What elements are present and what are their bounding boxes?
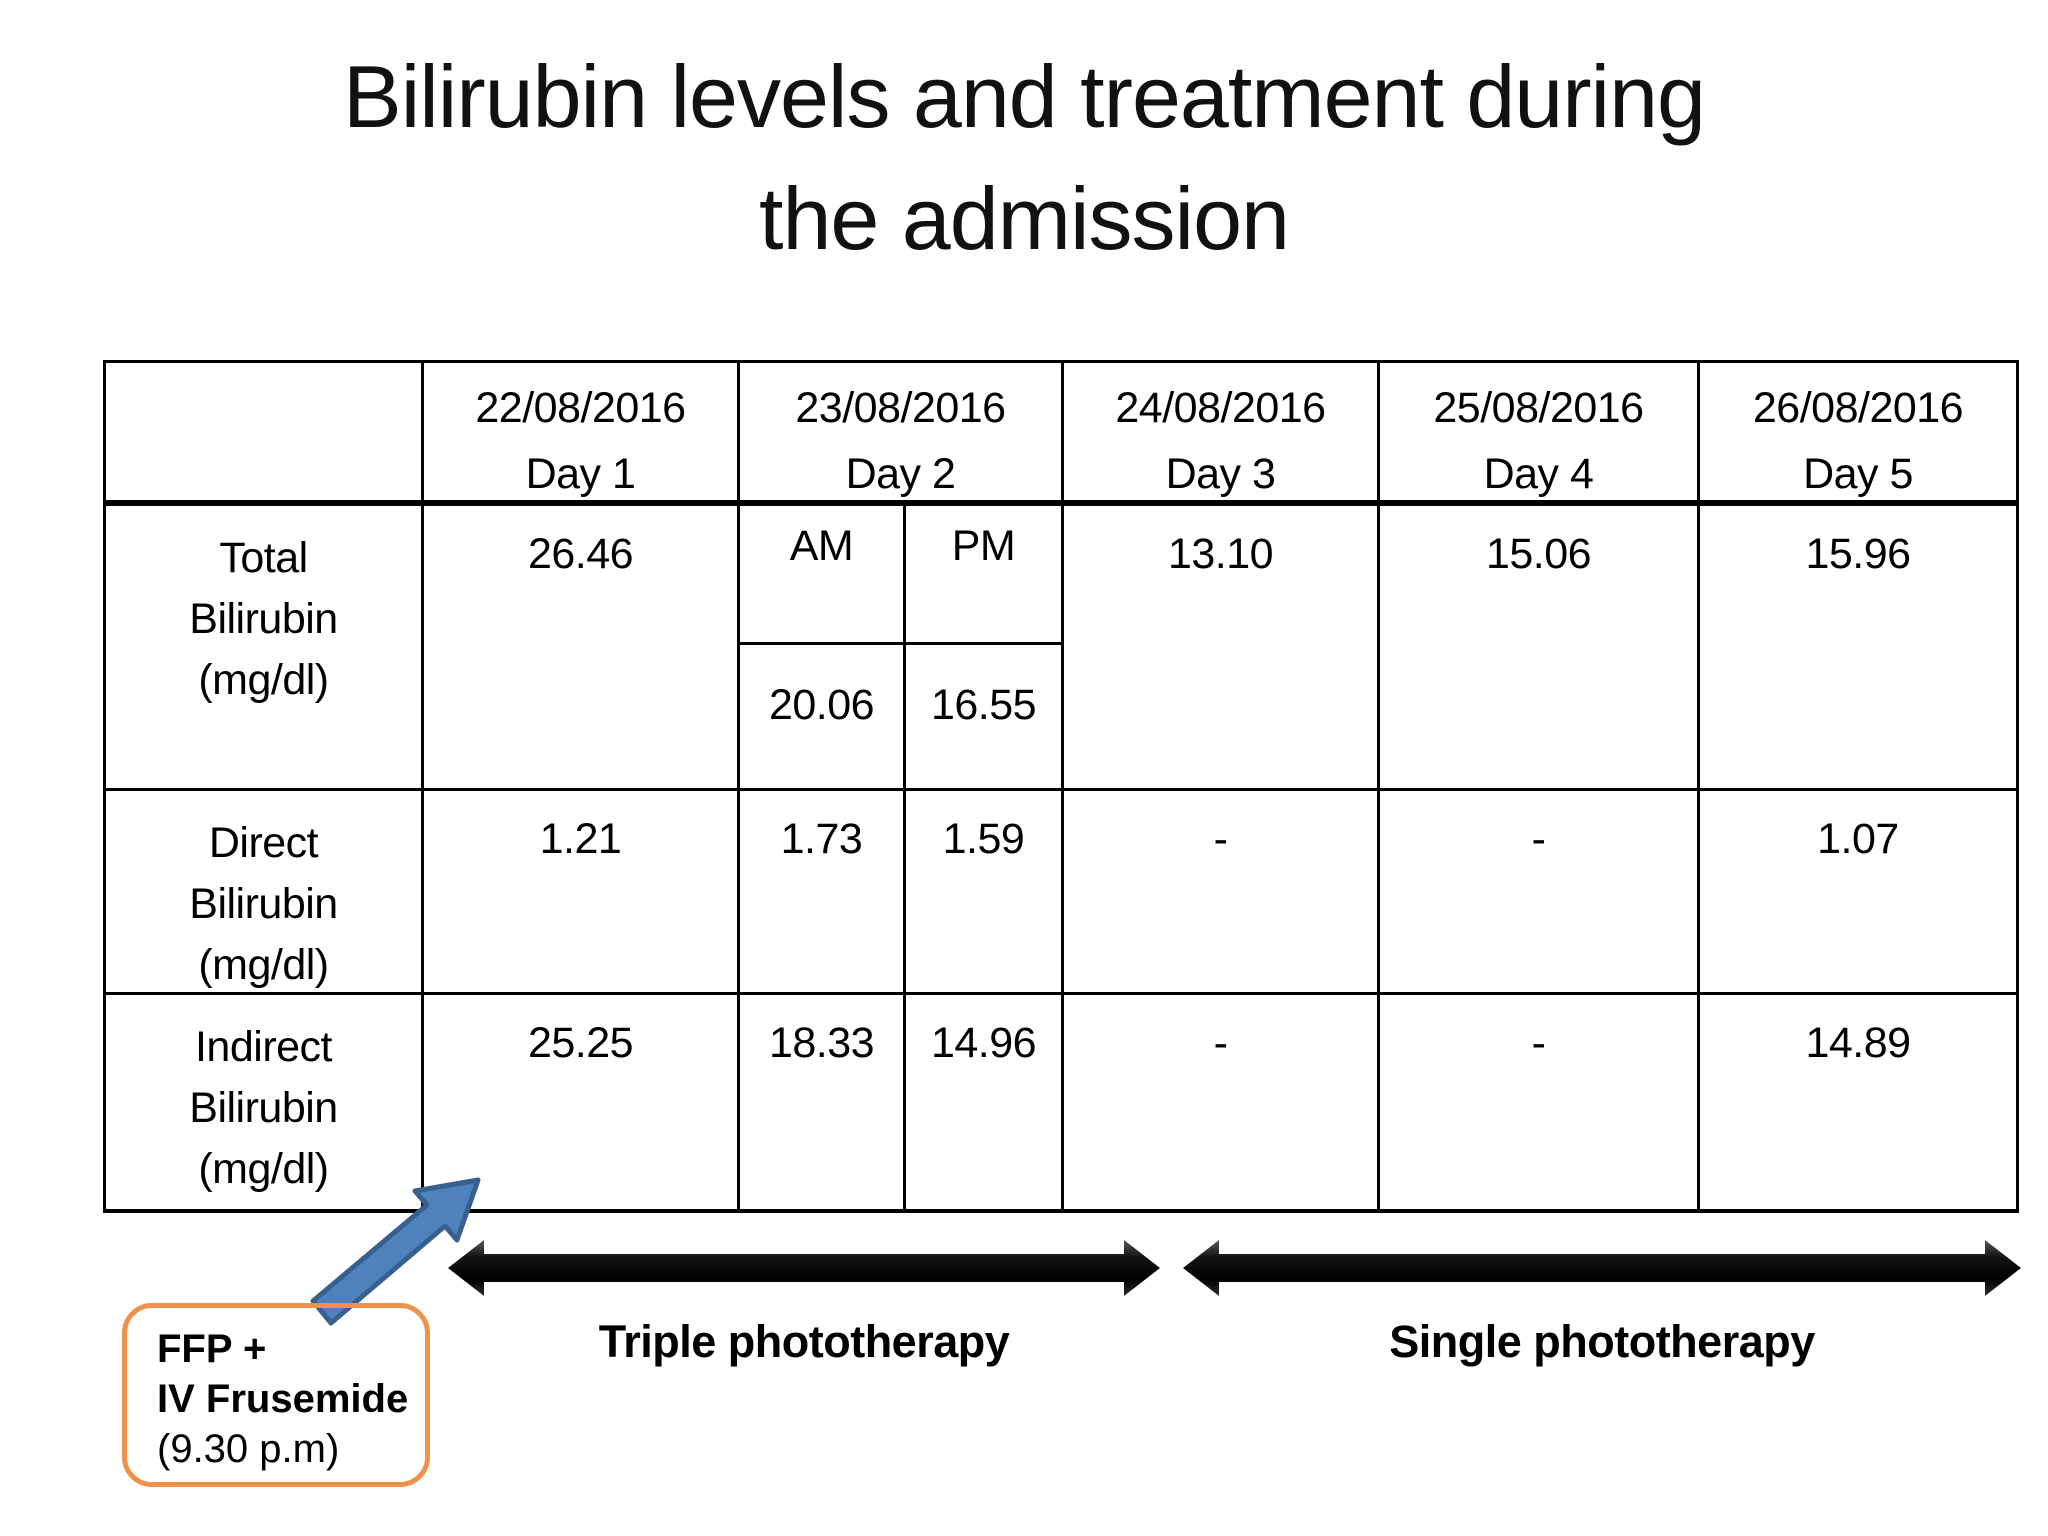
single-phototherapy-arrow bbox=[1183, 1240, 2021, 1296]
callout-line-frusemide: IV Frusemide bbox=[157, 1377, 409, 1421]
row-label-indirect-bilirubin: Indirect Bilirubin (mg/dl) bbox=[106, 995, 424, 1209]
cell-indirect-day1: 25.25 bbox=[424, 995, 740, 1209]
triple-phototherapy-arrow bbox=[448, 1240, 1160, 1296]
cell-total-day5: 15.96 bbox=[1700, 506, 2016, 791]
cell-total-day4: 15.06 bbox=[1380, 506, 1700, 791]
cell-indirect-day5: 14.89 bbox=[1805, 1019, 1911, 1067]
row-label-total-bilirubin: Total Bilirubin (mg/dl) bbox=[106, 506, 424, 791]
cell-direct-day5: 1.07 bbox=[1700, 791, 2016, 995]
cell-indirect-day2-am: 18.33 bbox=[740, 995, 906, 1209]
header-day4: 25/08/2016 Day 4 bbox=[1380, 363, 1700, 506]
cell-direct-day2-pm: 1.59 bbox=[906, 791, 1064, 995]
triple-phototherapy-label: Triple phototherapy bbox=[598, 1316, 1010, 1367]
bilirubin-table: 22/08/2016 Day 1 23/08/2016 Day 2 24/08/… bbox=[103, 360, 2019, 1213]
cell-direct-day1: 1.21 bbox=[424, 791, 740, 995]
cell-indirect-day4: - bbox=[1380, 995, 1700, 1209]
row-label-direct-bilirubin: Direct Bilirubin (mg/dl) bbox=[106, 791, 424, 995]
cell-indirect-day3: - bbox=[1064, 995, 1380, 1209]
header-day5: 26/08/2016 Day 5 bbox=[1700, 363, 2016, 506]
cell-total-day2-am: 20.06 bbox=[740, 645, 906, 791]
cell-direct-day3: - bbox=[1064, 791, 1380, 995]
cell-total-day3: 13.10 bbox=[1064, 506, 1380, 791]
header-day2: 23/08/2016 Day 2 bbox=[740, 363, 1064, 506]
cell-total-day2-pm: 16.55 bbox=[906, 645, 1064, 791]
header-empty-cell bbox=[106, 363, 424, 506]
cell-day2-pm-header: PM bbox=[906, 506, 1064, 645]
cell-direct-day2-am: 1.73 bbox=[740, 791, 906, 995]
cell-total-day1: 26.46 bbox=[424, 506, 740, 791]
slide-title: Bilirubin levels and treatment during th… bbox=[343, 47, 1706, 268]
callout-line-time: (9.30 p.m) bbox=[157, 1427, 340, 1471]
cell-indirect-day2-pm: 14.96 bbox=[906, 995, 1064, 1209]
ffp-callout-box: FFP + IV Frusemide (9.30 p.m) bbox=[122, 1303, 430, 1487]
cell-day2-am-header: AM bbox=[740, 506, 906, 645]
header-day3: 24/08/2016 Day 3 bbox=[1064, 363, 1380, 506]
single-phototherapy-label: Single phototherapy bbox=[1389, 1316, 1815, 1367]
cell-direct-day4: - bbox=[1380, 791, 1700, 995]
header-day1: 22/08/2016 Day 1 bbox=[424, 363, 740, 506]
callout-line-ffp: FFP + bbox=[157, 1327, 267, 1371]
